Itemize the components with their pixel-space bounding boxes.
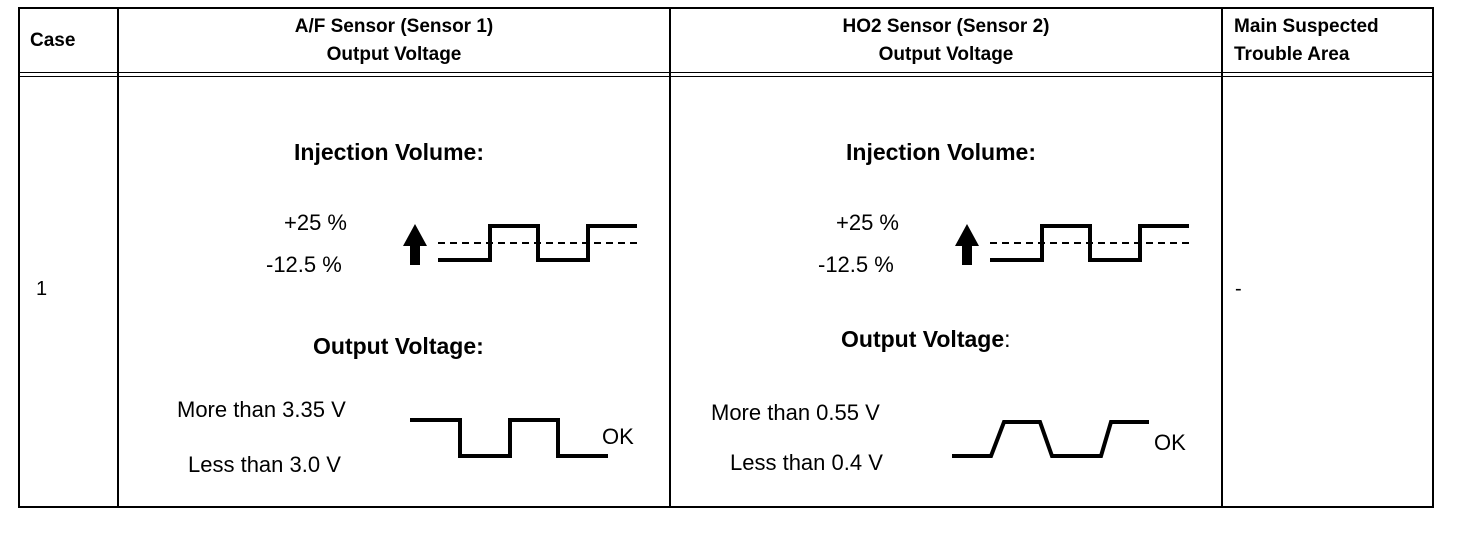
af-injection-high-label: +25 % — [284, 210, 347, 235]
af-voltage-low-label: Less than 3.0 V — [188, 452, 341, 477]
column-divider-1 — [117, 7, 119, 508]
af-injection-volume-title: Injection Volume: — [294, 139, 484, 165]
column-divider-3 — [1221, 7, 1223, 508]
ho2-output-voltage-title-text: Output Voltage — [841, 326, 1005, 352]
trouble-area-value: - — [1235, 278, 1242, 300]
header-af-sensor-title: A/F Sensor (Sensor 1) — [294, 16, 494, 37]
header-trouble-area-line1: Main Suspected — [1234, 16, 1379, 37]
ho2-injection-high-label: +25 % — [836, 210, 899, 235]
af-result-ok: OK — [602, 424, 634, 449]
table-top-border — [18, 7, 1434, 9]
header-case: Case — [30, 30, 76, 51]
table-left-border — [18, 7, 20, 508]
ho2-voltage-high-label: More than 0.55 V — [711, 400, 880, 425]
ho2-result-ok: OK — [1154, 430, 1186, 455]
column-divider-2 — [669, 7, 671, 508]
header-ho2-sensor-title: HO2 Sensor (Sensor 2) — [842, 16, 1050, 37]
ho2-output-trapezoid-wave — [952, 420, 1149, 458]
header-divider-lower — [18, 76, 1434, 77]
af-injection-low-label: -12.5 % — [266, 252, 342, 277]
af-up-arrow-icon — [403, 224, 427, 265]
header-trouble-area-line2: Trouble Area — [1234, 44, 1350, 65]
af-injection-square-wave — [438, 224, 637, 262]
header-af-sensor-subtitle: Output Voltage — [326, 44, 462, 65]
ho2-up-arrow-icon — [955, 224, 979, 265]
ho2-output-voltage-colon: : — [1004, 326, 1011, 352]
af-output-voltage-title: Output Voltage: — [313, 333, 484, 359]
ho2-output-voltage-title: Output Voltage: — [841, 326, 1011, 353]
case-number: 1 — [36, 278, 48, 300]
table-bottom-border — [18, 506, 1434, 508]
af-voltage-high-label: More than 3.35 V — [177, 397, 346, 422]
ho2-injection-volume-title: Injection Volume: — [846, 139, 1036, 165]
table-right-border — [1432, 7, 1434, 508]
ho2-voltage-low-label: Less than 0.4 V — [730, 450, 883, 475]
header-divider-upper — [18, 72, 1434, 73]
af-output-square-wave — [410, 418, 608, 458]
ho2-injection-low-label: -12.5 % — [818, 252, 894, 277]
header-ho2-sensor-subtitle: Output Voltage — [878, 44, 1014, 65]
ho2-injection-square-wave — [990, 224, 1189, 262]
